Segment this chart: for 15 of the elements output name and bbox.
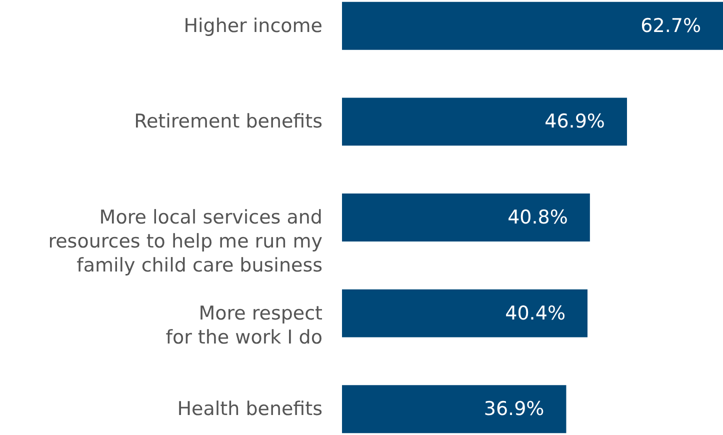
- y-tick-label: More respect for the work I do: [166, 302, 322, 348]
- y-tick-label: Higher income: [184, 14, 322, 37]
- y-tick-label: Retirement benefits: [134, 110, 322, 133]
- data-label: 40.4%: [505, 302, 566, 324]
- bar: [342, 289, 588, 338]
- bar: [342, 98, 627, 146]
- data-label: 46.9%: [544, 110, 605, 133]
- data-label: 36.9%: [484, 398, 544, 420]
- y-tick-label: More local services and resources to help me run my family child care business: [48, 206, 322, 276]
- bar: [342, 2, 723, 50]
- bar: [342, 385, 566, 434]
- data-label: 62.7%: [640, 14, 701, 37]
- data-label: 40.8%: [508, 206, 568, 228]
- y-tick-label: Health benefits: [177, 398, 322, 420]
- bar: [342, 194, 590, 242]
